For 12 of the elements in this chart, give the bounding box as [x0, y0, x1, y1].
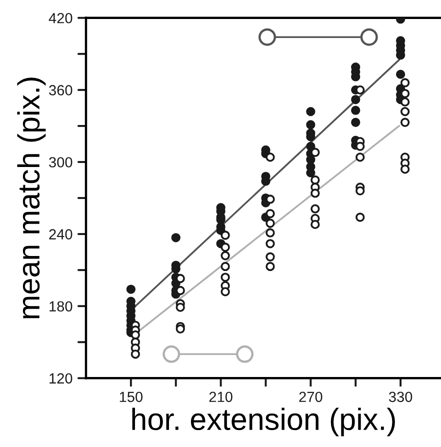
- y-tick-label: 240: [49, 229, 72, 240]
- y-tick-label: 120: [50, 373, 72, 384]
- x-tick-label: 210: [209, 392, 232, 402]
- x-tick-label: 330: [388, 392, 412, 402]
- y-tick-label: 420: [48, 12, 72, 24]
- y-tick-label: 360: [49, 85, 72, 96]
- y-axis-title: mean match (pix.): [17, 78, 46, 318]
- y-tick-label: 300: [49, 157, 72, 168]
- x-tick-label: 270: [299, 392, 322, 402]
- x-tick-label: 150: [120, 392, 143, 402]
- x-axis-title: hor. extension (pix.): [132, 408, 395, 436]
- y-tick-label: 180: [50, 301, 72, 312]
